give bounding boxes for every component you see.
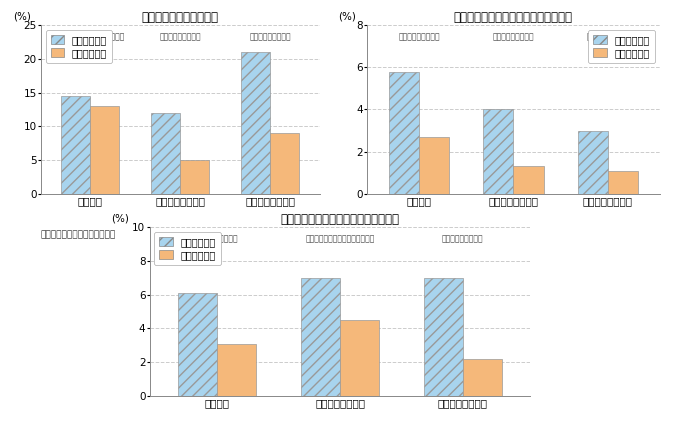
Legend: 上位グループ, 下位グループ: 上位グループ, 下位グループ [154,232,221,265]
Bar [608,171,638,194]
Bar [152,113,180,194]
Title: （経営赤字企業の割合）: （経営赤字企業の割合） [141,11,219,24]
Bar [241,52,270,194]
Bar [270,133,299,194]
Text: 資料：各社公開情報より作成。: 資料：各社公開情報より作成。 [367,231,443,240]
Legend: 上位グループ, 下位グループ: 上位グループ, 下位グループ [46,30,112,63]
Title: （研究開発費の売上高に対する比率）: （研究開発費の売上高に対する比率） [454,11,573,24]
Bar [301,278,340,396]
Bar [340,320,379,396]
Bar [389,72,419,194]
Bar [483,109,513,194]
Text: (%): (%) [338,12,356,22]
Bar [424,278,463,396]
Title: （減価償却費の売上高に対する比率）: （減価償却費の売上高に対する比率） [280,213,400,226]
Bar [217,344,256,396]
Text: （有意な差がある）: （有意な差がある） [587,32,628,41]
Text: （有意な差がある）: （有意な差がある） [492,32,534,41]
Bar [180,160,209,194]
Text: （有意な差があるとは言えない）: （有意な差があるとは言えない） [305,234,375,243]
Bar [90,106,119,194]
Bar [513,166,543,194]
Text: （有意な差があるとは言えない）: （有意な差があるとは言えない） [56,32,125,41]
Text: （有意な差がある）: （有意な差がある） [197,234,238,243]
Bar [178,293,217,396]
Text: 資料：各社公開情報より作成。: 資料：各社公開情報より作成。 [41,231,116,240]
Text: （有意な差がある）: （有意な差がある） [442,234,483,243]
Bar [419,137,449,194]
Bar [61,96,90,194]
Text: (%): (%) [112,214,129,224]
Text: （有意な差がある）: （有意な差がある） [250,32,291,41]
Legend: 上位グループ, 下位グループ: 上位グループ, 下位グループ [588,30,655,63]
Bar [577,131,608,194]
Text: (%): (%) [13,12,31,22]
Bar [463,359,502,396]
Text: （有意な差がある）: （有意な差がある） [398,32,440,41]
Text: （有意な差がある）: （有意な差がある） [159,32,201,41]
